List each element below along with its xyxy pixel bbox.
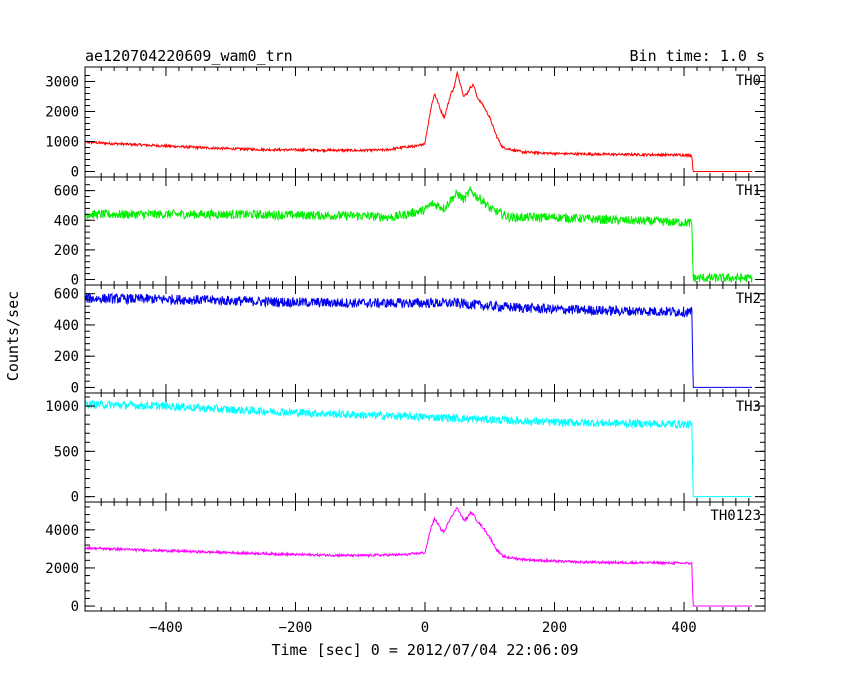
y-tick-label: 0 bbox=[71, 165, 79, 181]
title-left: ae120704220609_wam0_trn bbox=[85, 47, 293, 65]
panel-label: TH0123 bbox=[710, 508, 761, 524]
panel-th1: 0 200 400 600 TH1 bbox=[54, 176, 766, 289]
series-line-th2 bbox=[85, 292, 752, 388]
panel-frame bbox=[84, 392, 766, 503]
y-tick-label: 0 bbox=[71, 599, 79, 615]
x-tick-label: −200 bbox=[279, 620, 313, 636]
panel-th0123: 0 2000 4000 TH0123 bbox=[45, 501, 766, 615]
panel-th0: 0 1000 2000 3000 TH0 bbox=[45, 66, 766, 181]
y-tick-label: 600 bbox=[54, 287, 79, 303]
panel-frame bbox=[84, 66, 766, 178]
panel-label: TH0 bbox=[736, 73, 761, 89]
y-tick-label: 500 bbox=[54, 444, 79, 460]
y-tick-label: 400 bbox=[54, 213, 79, 229]
series-line-th3 bbox=[85, 399, 752, 498]
y-tick-label: 2000 bbox=[45, 561, 79, 577]
x-tick-label: 400 bbox=[671, 620, 696, 636]
x-axis-label: Time [sec] 0 = 2012/07/04 22:06:09 bbox=[271, 641, 578, 659]
y-tick-label: 3000 bbox=[45, 75, 79, 91]
y-tick-label: 0 bbox=[71, 380, 79, 396]
y-tick-label: 600 bbox=[54, 184, 79, 200]
panel-label: TH3 bbox=[736, 399, 761, 415]
y-tick-label: 0 bbox=[71, 273, 79, 289]
panel-label: TH2 bbox=[736, 291, 761, 307]
panel-frame bbox=[84, 501, 766, 612]
y-tick-label: 0 bbox=[71, 490, 79, 506]
x-tick-label: 0 bbox=[421, 620, 429, 636]
y-tick-label: 1000 bbox=[45, 135, 79, 151]
y-tick-label: 400 bbox=[54, 318, 79, 334]
series-line-th0 bbox=[85, 70, 752, 172]
series-line-th0123 bbox=[85, 507, 752, 607]
x-tick-label: −400 bbox=[149, 620, 183, 636]
y-tick-label: 4000 bbox=[45, 523, 79, 539]
y-tick-label: 1000 bbox=[45, 399, 79, 415]
series-line-th1 bbox=[85, 186, 753, 284]
y-tick-label: 200 bbox=[54, 243, 79, 259]
panel-frame bbox=[84, 176, 766, 286]
panel-th3: 0 500 1000 TH3 bbox=[45, 392, 766, 506]
x-tick-label: 200 bbox=[542, 620, 567, 636]
title-right: Bin time: 1.0 s bbox=[630, 47, 765, 65]
y-axis-label: Counts/sec bbox=[4, 291, 22, 381]
y-tick-label: 200 bbox=[54, 349, 79, 365]
y-tick-label: 2000 bbox=[45, 105, 79, 121]
panel-label: TH1 bbox=[736, 183, 761, 199]
panel-th2: 0 200 400 600 TH2 bbox=[54, 284, 766, 396]
